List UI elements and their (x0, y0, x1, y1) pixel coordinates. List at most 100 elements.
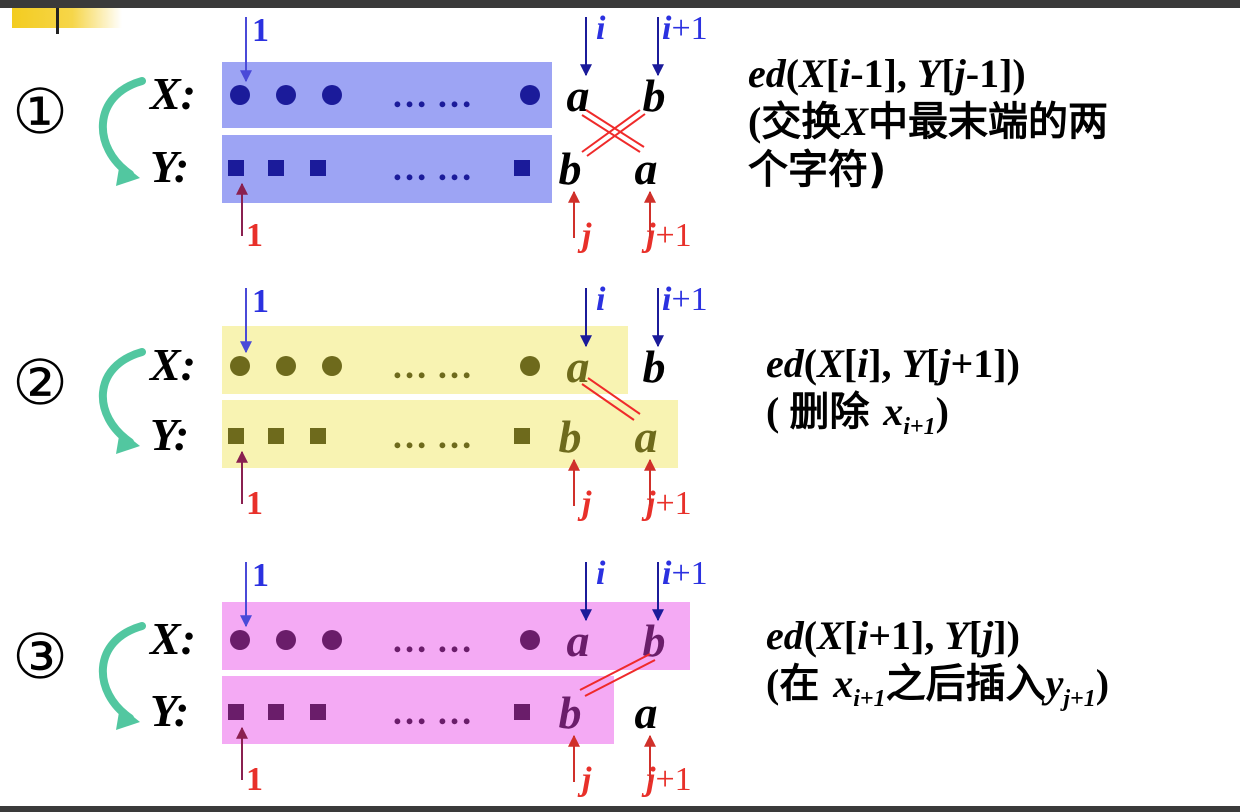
case3-x-dot-3 (322, 630, 342, 650)
case2-y-square-2 (268, 428, 284, 444)
case1-y-square-1 (228, 160, 244, 176)
case1-description: ed(X[i-1], Y[j-1]) (交换X中最末端的两 个字符) (748, 50, 1108, 194)
case1-x-dot-3 (322, 85, 342, 105)
case3-x-letter-a: a (567, 615, 590, 666)
case1-x-dot-1 (230, 85, 250, 105)
case2-link-line-1 (587, 377, 641, 415)
case2-y-index-j: j (577, 485, 592, 522)
case1-ed-formula: ed(X[i-1], Y[j-1]) (748, 51, 1026, 96)
case2-y-index-j-plus-1: j+1 (641, 485, 692, 522)
case3-x-ellipsis: … … (392, 620, 473, 660)
case2-note: ( 删除 xi+1) (766, 389, 949, 440)
case3-curve-arrowhead (116, 706, 140, 730)
case1-y-square-3 (310, 160, 326, 176)
case3-x-index-i-plus-1: i+1 (662, 555, 708, 592)
case1-y-ellipsis: … … (392, 148, 473, 188)
case3-marker: ③ (12, 624, 68, 692)
case3-x-index-i: i (596, 555, 606, 592)
case2-y-letter-b: b (559, 411, 582, 462)
case3-x-index-1: 1 (252, 557, 269, 594)
case1-x-dot-last (520, 85, 540, 105)
case1-cross-line-b2 (586, 113, 646, 157)
case2-description: ed(X[i], Y[j+1]) ( 删除 xi+1) (766, 340, 1020, 442)
slide-accent-decoration (12, 8, 122, 28)
case2-x-dot-3 (322, 356, 342, 376)
case3-x-dot-2 (276, 630, 296, 650)
case3-x-band (222, 602, 690, 670)
case1-y-letter-b: b (559, 143, 582, 194)
case1-x-index-i: i (596, 10, 606, 47)
case3-y-index-1: 1 (246, 761, 263, 798)
top-title-bar (0, 0, 1240, 8)
case2-x-ellipsis: … … (392, 346, 473, 386)
case1-x-label: X: (148, 68, 196, 119)
slide-accent-tick (56, 8, 59, 34)
case2-y-ellipsis: … … (392, 416, 473, 456)
case1-y-square-last (514, 160, 530, 176)
case2-y-square-3 (310, 428, 326, 444)
case2-y-square-last (514, 428, 530, 444)
case1-y-index-j: j (577, 217, 592, 254)
case2-x-label: X: (148, 339, 196, 390)
case2-x-dot-1 (230, 356, 250, 376)
case3-y-letter-b: b (559, 687, 582, 738)
case1-x-letter-b: b (643, 70, 666, 121)
case3-y-square-last (514, 704, 530, 720)
case1-y-letter-a: a (635, 143, 658, 194)
case2-x-index-i: i (596, 281, 606, 318)
case2-marker: ② (12, 350, 68, 418)
case1-x-to-y-curve-arrow (98, 77, 146, 178)
case1-x-index-i-plus-1: i+1 (662, 10, 708, 47)
case1-x-letter-a: a (567, 70, 590, 121)
case2-ed-formula: ed(X[i], Y[j+1]) (766, 341, 1020, 386)
case2-x-letter-a: a (567, 341, 590, 392)
case3-link-line-2 (584, 659, 656, 697)
case3-x-label: X: (148, 613, 196, 664)
case1-y-index-1: 1 (246, 217, 263, 254)
case1-curve-arrowhead (116, 162, 140, 186)
case2-x-letter-b: b (643, 341, 666, 392)
case1-note-line1: (交换X中最末端的两 (748, 99, 1109, 145)
case1-x-index-1: 1 (252, 12, 269, 49)
case1-y-index-j-plus-1: j+1 (641, 217, 692, 254)
case2-y-letter-a: a (635, 411, 658, 462)
case3-y-index-j: j (577, 761, 592, 798)
case1-y-label: Y: (150, 141, 189, 192)
case2-y-index-1: 1 (246, 485, 263, 522)
case2-x-index-i-plus-1: i+1 (662, 281, 708, 318)
case2-y-square-1 (228, 428, 244, 444)
case2-link-line-2 (581, 383, 635, 421)
case1-x-band (222, 62, 552, 128)
case3-link-line-1 (579, 653, 651, 691)
case2-x-dot-last (520, 356, 540, 376)
case3-x-to-y-curve-arrow (98, 622, 146, 722)
case3-y-band (222, 676, 614, 744)
case3-ed-formula: ed(X[i+1], Y[j]) (766, 613, 1020, 658)
case2-curve-arrowhead (116, 430, 140, 454)
case1-cross-line-a1 (581, 114, 641, 153)
case3-y-letter-a: a (635, 687, 658, 738)
case2-y-label: Y: (150, 409, 189, 460)
case3-x-letter-b: b (643, 615, 666, 666)
case1-marker: ① (12, 79, 68, 147)
case3-y-square-3 (310, 704, 326, 720)
case1-note-line2: 个字符) (748, 147, 887, 193)
case1-y-square-2 (268, 160, 284, 176)
case2-x-dot-2 (276, 356, 296, 376)
case3-note: (在 xi+1之后插入yj+1) (766, 661, 1110, 712)
case2-x-to-y-curve-arrow (98, 348, 146, 446)
case1-x-ellipsis: … … (392, 75, 473, 115)
case3-description: ed(X[i+1], Y[j]) (在 xi+1之后插入yj+1) (766, 612, 1109, 714)
case1-x-dot-2 (276, 85, 296, 105)
case3-y-ellipsis: … … (392, 692, 473, 732)
case3-y-square-2 (268, 704, 284, 720)
case3-y-square-1 (228, 704, 244, 720)
case3-x-dot-1 (230, 630, 250, 650)
case3-y-label: Y: (150, 685, 189, 736)
case3-y-index-j-plus-1: j+1 (641, 761, 692, 798)
case1-cross-line-b1 (581, 109, 641, 153)
case3-x-dot-last (520, 630, 540, 650)
bottom-bar (0, 806, 1240, 812)
